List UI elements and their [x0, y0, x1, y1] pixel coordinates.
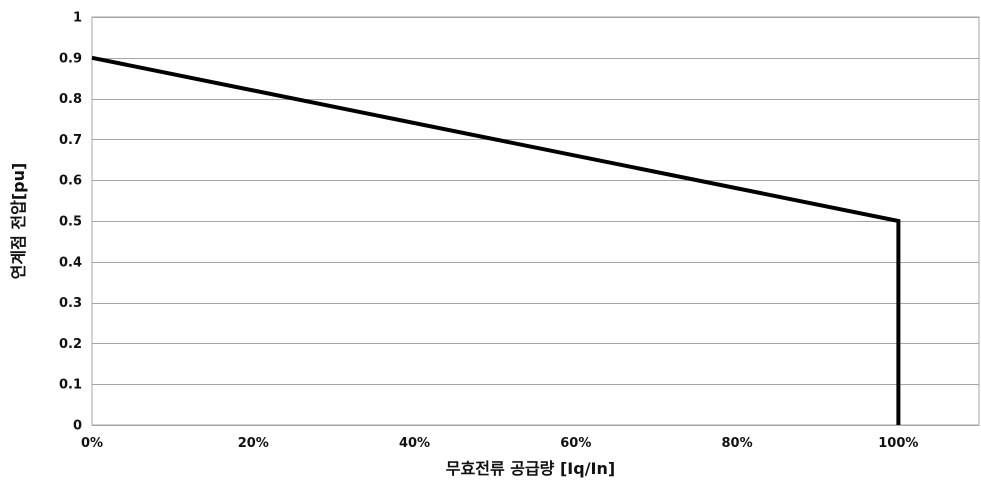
x-tick-label: 0% [81, 436, 103, 451]
y-tick-label: 0.9 [59, 51, 82, 66]
series-line [91, 55, 901, 425]
series-layer [91, 55, 901, 425]
y-tick-label: 0.6 [59, 174, 82, 189]
y-axis-title: 연계점 전압[pu] [9, 163, 28, 280]
x-tick-label: 20% [238, 436, 269, 451]
x-axis-tick-labels: 0% 20% 40% 60% 80% 100% [81, 436, 918, 451]
y-tick-label: 0.5 [59, 215, 82, 230]
y-axis-tick-labels: 0 0.1 0.2 0.3 0.4 0.5 0.6 0.7 0.8 0.9 1 [59, 11, 82, 434]
y-tick-label: 0 [73, 419, 82, 434]
y-tick-label: 0.4 [59, 255, 82, 270]
y-tick-label: 0.2 [59, 337, 82, 352]
x-tick-label: 60% [560, 436, 591, 451]
x-tick-label: 80% [722, 436, 753, 451]
y-tick-label: 0.7 [59, 133, 82, 148]
x-tick-label: 100% [878, 436, 918, 451]
y-tick-label: 0.8 [59, 92, 82, 107]
x-axis-title: 무효전류 공급량 [Iq/In] [446, 459, 615, 478]
plot-area-border [91, 16, 980, 426]
y-tick-label: 1 [73, 11, 82, 26]
grid [92, 17, 979, 426]
y-tick-label: 0.1 [59, 378, 82, 393]
y-tick-label: 0.3 [59, 296, 82, 311]
x-tick-label: 40% [399, 436, 430, 451]
